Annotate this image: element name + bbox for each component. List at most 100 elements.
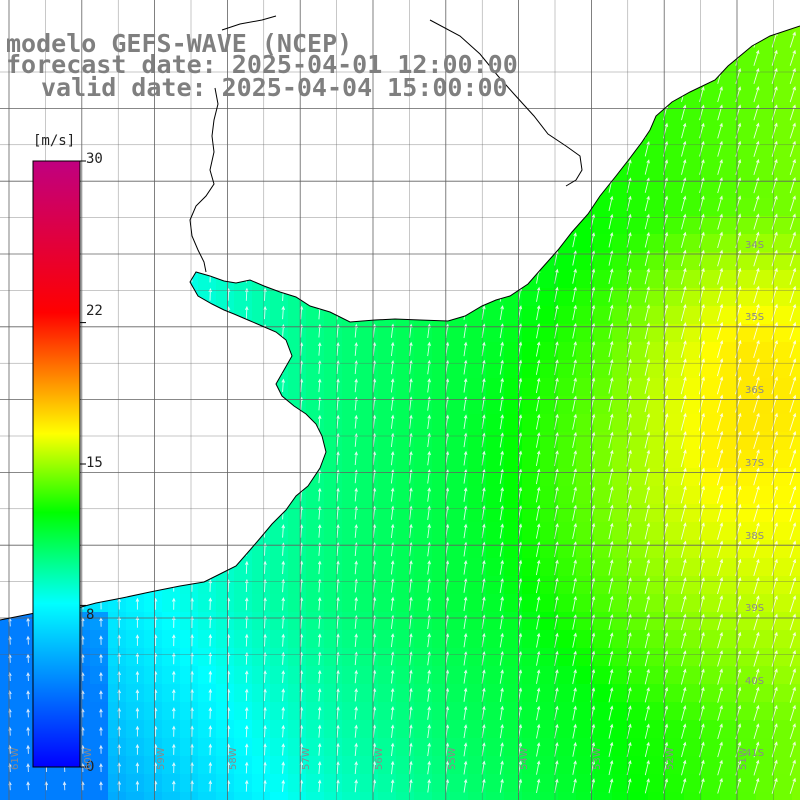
wind-arrow bbox=[771, 431, 778, 449]
wind-arrow bbox=[390, 724, 395, 738]
wind-arrow bbox=[390, 523, 395, 539]
wind-arrow bbox=[771, 49, 778, 66]
wind-speed-cell bbox=[234, 432, 253, 451]
wind-arrow bbox=[172, 725, 176, 737]
wind-arrow bbox=[735, 668, 742, 685]
wind-speed-cell bbox=[270, 468, 289, 487]
wind-arrow bbox=[753, 267, 760, 285]
wind-arrow bbox=[135, 306, 140, 319]
wind-arrow bbox=[680, 340, 687, 358]
wind-arrow bbox=[536, 159, 541, 175]
wind-speed-cell bbox=[684, 522, 703, 541]
wind-speed-cell bbox=[468, 738, 487, 757]
wind-arrow bbox=[172, 561, 176, 574]
wind-arrow bbox=[499, 578, 504, 593]
wind-arrow bbox=[390, 232, 395, 247]
wind-speed-cell bbox=[342, 486, 361, 505]
wind-speed-cell bbox=[648, 414, 667, 433]
wind-arrow bbox=[735, 522, 742, 540]
wind-speed-cell bbox=[576, 648, 595, 667]
wind-speed-cell bbox=[486, 666, 505, 685]
wind-speed-cell bbox=[774, 648, 793, 667]
wind-speed-cell bbox=[180, 486, 199, 505]
wind-speed-cell bbox=[468, 108, 487, 127]
wind-arrow bbox=[99, 726, 103, 736]
wind-arrow bbox=[680, 358, 687, 376]
wind-speed-cell bbox=[342, 378, 361, 397]
wind-arrow bbox=[699, 195, 705, 212]
wind-speed-cell bbox=[288, 198, 307, 217]
wind-arrow bbox=[753, 122, 760, 139]
wind-speed-cell bbox=[360, 576, 379, 595]
wind-arrow bbox=[789, 485, 797, 504]
wind-speed-cell bbox=[684, 54, 703, 73]
wind-arrow bbox=[717, 595, 724, 613]
wind-speed-cell bbox=[774, 198, 793, 217]
wind-arrow bbox=[281, 414, 286, 429]
wind-arrow bbox=[481, 141, 486, 157]
wind-speed-cell bbox=[612, 342, 631, 361]
wind-speed-cell bbox=[144, 540, 163, 559]
wind-arrow bbox=[680, 431, 687, 449]
wind-arrow bbox=[753, 650, 760, 667]
wind-speed-cell bbox=[396, 126, 415, 145]
wind-speed-cell bbox=[792, 216, 800, 235]
wind-speed-cell bbox=[144, 198, 163, 217]
wind-arrow bbox=[463, 195, 468, 211]
wind-speed-cell bbox=[540, 72, 559, 91]
wind-speed-cell bbox=[342, 792, 361, 800]
wind-speed-cell bbox=[252, 360, 271, 379]
wind-speed-cell bbox=[792, 792, 800, 800]
wind-arrow bbox=[771, 412, 778, 431]
wind-speed-cell bbox=[180, 738, 199, 757]
wind-speed-cell bbox=[342, 522, 361, 541]
wind-arrow bbox=[716, 430, 724, 450]
wind-speed-cell bbox=[162, 360, 181, 379]
wind-arrow bbox=[481, 159, 486, 175]
wind-arrow bbox=[99, 434, 103, 446]
wind-arrow bbox=[263, 633, 267, 647]
wind-speed-cell bbox=[612, 180, 631, 199]
wind-arrow bbox=[499, 559, 504, 575]
wind-arrow bbox=[135, 634, 140, 646]
wind-speed-cell bbox=[360, 774, 379, 793]
wind-arrow bbox=[390, 214, 395, 229]
wind-speed-cell bbox=[792, 756, 800, 775]
wind-speed-cell bbox=[450, 648, 469, 667]
wind-speed-cell bbox=[540, 144, 559, 163]
wind-arrow bbox=[608, 595, 614, 612]
wind-speed-cell bbox=[594, 108, 613, 127]
wind-speed-cell bbox=[126, 702, 145, 721]
wind-arrow bbox=[626, 413, 632, 431]
wind-speed-cell bbox=[288, 558, 307, 577]
wind-arrow bbox=[608, 522, 614, 540]
wind-speed-cell bbox=[270, 648, 289, 667]
wind-arrow bbox=[735, 321, 742, 340]
wind-speed-cell bbox=[306, 198, 325, 217]
wind-arrow bbox=[608, 122, 614, 139]
wind-speed-cell bbox=[216, 666, 235, 685]
wind-speed-cell bbox=[792, 414, 800, 433]
wind-arrow bbox=[481, 450, 486, 466]
wind-arrow bbox=[535, 504, 541, 521]
wind-speed-cell bbox=[234, 576, 253, 595]
wind-arrow bbox=[372, 196, 377, 211]
wind-speed-cell bbox=[108, 180, 127, 199]
wind-arrow bbox=[317, 487, 322, 502]
wind-speed-cell bbox=[774, 108, 793, 127]
wind-arrow bbox=[789, 31, 796, 48]
wind-speed-cell bbox=[648, 26, 667, 37]
wind-arrow bbox=[717, 249, 724, 267]
wind-arrow bbox=[354, 706, 358, 720]
wind-speed-cell bbox=[756, 216, 775, 235]
wind-speed-cell bbox=[738, 108, 757, 127]
wind-speed-cell bbox=[576, 576, 595, 595]
wind-speed-cell bbox=[450, 234, 469, 253]
wind-arrow bbox=[608, 86, 614, 102]
wind-speed-cell bbox=[774, 270, 793, 289]
wind-arrow bbox=[716, 412, 724, 431]
wind-speed-cell bbox=[738, 450, 757, 469]
wind-arrow bbox=[771, 759, 778, 776]
wind-speed-cell bbox=[162, 666, 181, 685]
wind-speed-cell bbox=[486, 252, 505, 271]
